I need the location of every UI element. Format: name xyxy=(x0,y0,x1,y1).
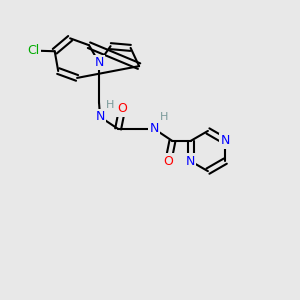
Text: N: N xyxy=(220,134,230,148)
Text: H: H xyxy=(106,100,114,110)
Text: O: O xyxy=(117,102,127,115)
Text: Cl: Cl xyxy=(28,44,40,57)
Text: O: O xyxy=(164,154,173,168)
Text: N: N xyxy=(150,122,159,135)
Text: N: N xyxy=(95,110,105,123)
Text: N: N xyxy=(186,154,195,168)
Text: H: H xyxy=(160,112,169,122)
Text: N: N xyxy=(94,56,104,69)
